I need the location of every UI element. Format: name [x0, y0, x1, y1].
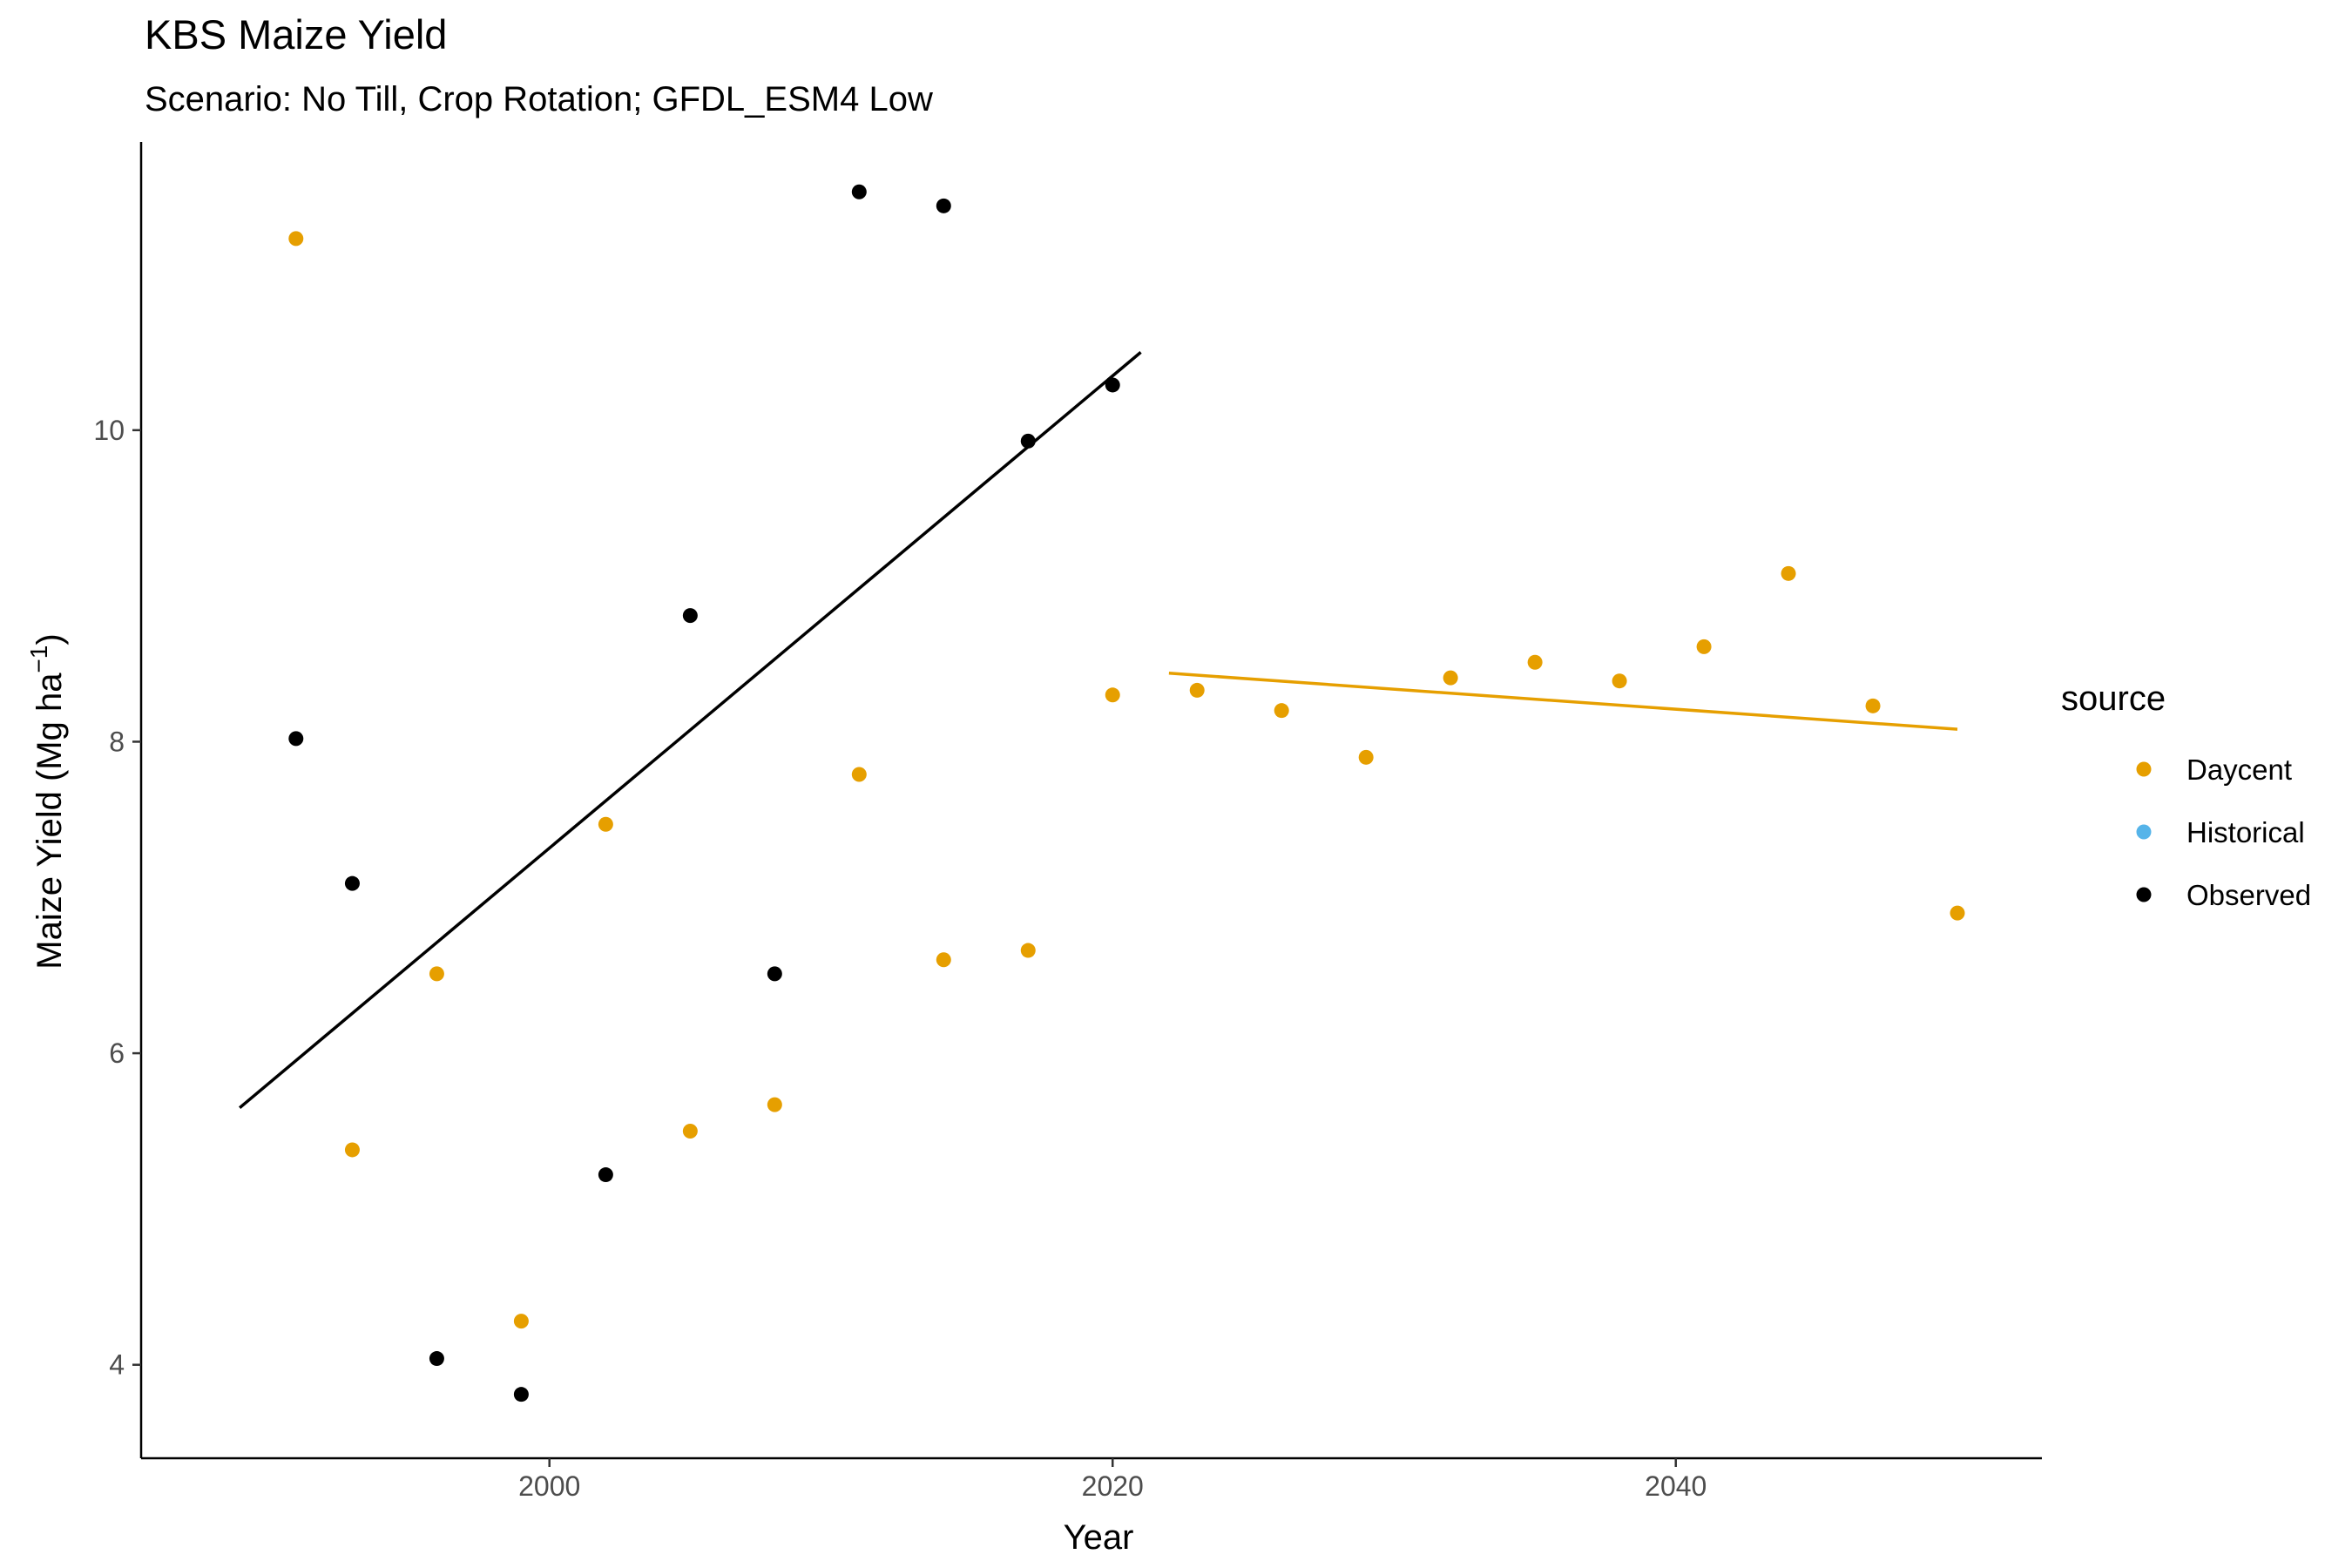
- legend: source Daycent Historical Observed: [2061, 679, 2311, 911]
- y-axis-title: Maize Yield (Mg ha−1): [25, 633, 69, 969]
- y-tick-label: 10: [93, 415, 125, 446]
- data-point-daycent: [767, 1097, 782, 1112]
- legend-label-daycent: Daycent: [2186, 754, 2292, 786]
- trend-line-observed: [239, 351, 1142, 1110]
- data-point-observed: [513, 1387, 529, 1402]
- data-point-daycent: [1189, 682, 1205, 698]
- y-axis-title-close: ): [30, 633, 69, 645]
- data-point-daycent: [344, 1142, 360, 1158]
- axes: 2000 2020 2040 4 6 8 10: [93, 142, 2042, 1502]
- data-point-observed: [682, 608, 698, 624]
- data-point-daycent: [1696, 639, 1712, 654]
- data-point-daycent: [1865, 698, 1881, 713]
- data-point-observed: [851, 184, 867, 199]
- trend-line-daycent: [1168, 672, 1958, 731]
- y-tick-label: 6: [109, 1037, 125, 1069]
- data-point-daycent: [1274, 703, 1289, 719]
- data-point-observed: [1105, 377, 1120, 393]
- data-point-daycent: [1781, 565, 1796, 581]
- data-point-daycent: [429, 966, 444, 982]
- data-point-daycent: [851, 767, 867, 782]
- legend-title: source: [2061, 679, 2166, 718]
- data-point-observed: [1020, 433, 1036, 449]
- x-tick-label: 2000: [518, 1470, 580, 1502]
- data-point-observed: [344, 875, 360, 891]
- data-point-daycent: [1527, 654, 1543, 670]
- data-point-daycent: [1358, 749, 1374, 765]
- data-point-observed: [767, 966, 782, 982]
- data-point-daycent: [288, 231, 304, 247]
- data-point-observed: [429, 1351, 444, 1367]
- data-point-observed: [598, 1167, 613, 1183]
- x-axis-title: Year: [1064, 1518, 1134, 1557]
- data-points: [288, 184, 1965, 1402]
- y-axis-title-main: Maize Yield (Mg ha: [30, 672, 69, 970]
- data-point-daycent: [598, 816, 613, 832]
- data-point-daycent: [1950, 905, 1965, 921]
- chart-subtitle: Scenario: No Till, Crop Rotation; GFDL_E…: [145, 80, 933, 118]
- data-point-daycent: [1020, 943, 1036, 958]
- chart-title: KBS Maize Yield: [145, 11, 448, 57]
- data-point-daycent: [1443, 670, 1458, 686]
- data-point-daycent: [513, 1314, 529, 1329]
- x-tick-label: 2020: [1082, 1470, 1144, 1502]
- data-point-daycent: [936, 952, 951, 968]
- trend-lines: [239, 351, 1958, 1110]
- data-point-observed: [936, 198, 951, 213]
- y-axis-title-sup: −1: [25, 645, 52, 673]
- data-point-observed: [288, 731, 304, 747]
- legend-label-observed: Observed: [2186, 879, 2311, 911]
- legend-key-historical: [2136, 824, 2152, 840]
- x-tick-label: 2040: [1645, 1470, 1707, 1502]
- legend-key-observed: [2136, 887, 2152, 902]
- y-tick-label: 4: [109, 1349, 125, 1381]
- legend-key-daycent: [2136, 761, 2152, 777]
- y-tick-label: 8: [109, 726, 125, 757]
- data-point-daycent: [1612, 673, 1627, 689]
- legend-label-historical: Historical: [2186, 816, 2305, 848]
- data-point-daycent: [1105, 687, 1120, 703]
- data-point-daycent: [682, 1123, 698, 1139]
